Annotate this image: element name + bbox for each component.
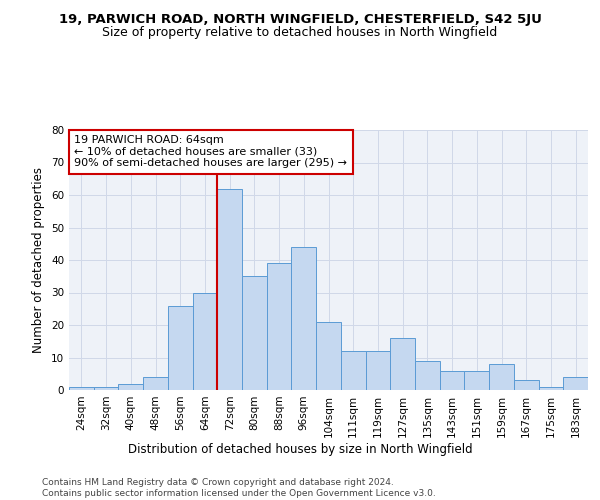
Bar xyxy=(118,384,143,390)
Bar xyxy=(267,263,292,390)
Bar xyxy=(217,188,242,390)
Y-axis label: Number of detached properties: Number of detached properties xyxy=(32,167,46,353)
Bar xyxy=(94,387,118,390)
Bar xyxy=(464,370,489,390)
Bar xyxy=(365,351,390,390)
Bar xyxy=(539,387,563,390)
Text: Size of property relative to detached houses in North Wingfield: Size of property relative to detached ho… xyxy=(103,26,497,39)
Bar xyxy=(440,370,464,390)
Text: 19, PARWICH ROAD, NORTH WINGFIELD, CHESTERFIELD, S42 5JU: 19, PARWICH ROAD, NORTH WINGFIELD, CHEST… xyxy=(59,12,541,26)
Bar xyxy=(292,247,316,390)
Bar xyxy=(489,364,514,390)
Bar xyxy=(193,292,217,390)
Bar xyxy=(563,377,588,390)
Bar xyxy=(390,338,415,390)
Text: Contains HM Land Registry data © Crown copyright and database right 2024.
Contai: Contains HM Land Registry data © Crown c… xyxy=(42,478,436,498)
Text: 19 PARWICH ROAD: 64sqm
← 10% of detached houses are smaller (33)
90% of semi-det: 19 PARWICH ROAD: 64sqm ← 10% of detached… xyxy=(74,135,347,168)
Bar xyxy=(168,306,193,390)
Bar xyxy=(514,380,539,390)
Text: Distribution of detached houses by size in North Wingfield: Distribution of detached houses by size … xyxy=(128,442,472,456)
Bar xyxy=(143,377,168,390)
Bar xyxy=(341,351,365,390)
Bar xyxy=(69,387,94,390)
Bar xyxy=(316,322,341,390)
Bar xyxy=(415,361,440,390)
Bar xyxy=(242,276,267,390)
